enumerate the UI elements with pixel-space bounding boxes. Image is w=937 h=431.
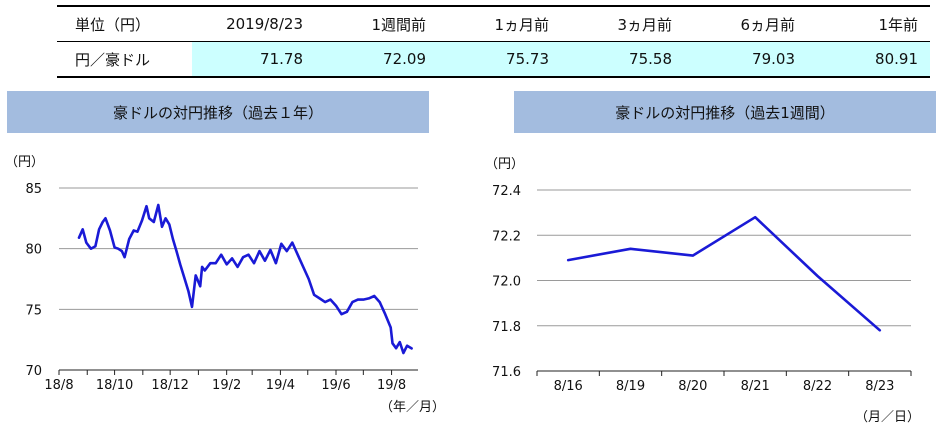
x-tick-label: 8/23 <box>865 379 894 394</box>
x-tick-label: 8/19 <box>616 379 645 394</box>
x-tick-label: 8/20 <box>678 379 707 394</box>
x-tick-label: 8/22 <box>803 379 832 394</box>
table-header-row: 単位（円） 2019/8/23 1週間前 1ヵ月前 3ヵ月前 6ヵ月前 1年前 <box>57 6 930 42</box>
x-tick-label: 8/21 <box>741 379 770 394</box>
y-tick-label: 72.4 <box>492 184 521 199</box>
column-header: 1年前 <box>878 15 918 34</box>
column-header: 2019/8/23 <box>226 15 303 33</box>
series-line <box>566 215 882 332</box>
chart-title-one-week: 豪ドルの対円推移（過去1週間） <box>514 91 936 133</box>
x-tick-label: 19/4 <box>266 378 295 393</box>
rate-value: 75.73 <box>438 41 561 77</box>
rate-value: 80.91 <box>807 41 930 77</box>
x-tick-label: 18/12 <box>151 378 188 393</box>
table-row: 円／豪ドル 71.78 72.09 75.73 75.58 79.03 80.9… <box>57 41 930 77</box>
y-axis-label: （円） <box>5 155 44 170</box>
x-tick-label: 19/6 <box>321 378 350 393</box>
column-header: 1週間前 <box>371 15 426 34</box>
series-line <box>77 203 413 355</box>
unit-header: 単位（円） <box>75 15 151 34</box>
rate-value: 79.03 <box>684 41 807 77</box>
currency-pair-label: 円／豪ドル <box>75 50 151 69</box>
y-tick-label: 71.8 <box>492 320 521 335</box>
x-tick-label: 18/10 <box>96 378 133 393</box>
y-tick-label: 80 <box>25 243 42 258</box>
y-axis-label: （円） <box>485 157 524 172</box>
rate-summary-table: 単位（円） 2019/8/23 1週間前 1ヵ月前 3ヵ月前 6ヵ月前 1年前 … <box>57 5 930 78</box>
x-tick-label: 19/8 <box>377 378 406 393</box>
x-tick-label: 18/8 <box>44 378 73 393</box>
y-tick-label: 85 <box>25 182 42 197</box>
x-axis-label: （年／月） <box>380 400 445 415</box>
column-header: 1ヵ月前 <box>494 15 549 34</box>
chart-title-one-year: 豪ドルの対円推移（過去１年） <box>7 91 429 133</box>
rate-value: 71.78 <box>192 41 315 77</box>
x-tick-label: 8/16 <box>554 379 583 394</box>
y-tick-label: 71.6 <box>492 365 521 380</box>
y-tick-label: 70 <box>25 364 42 379</box>
column-header: 3ヵ月前 <box>617 15 672 34</box>
y-tick-label: 72.0 <box>492 275 521 290</box>
x-tick-label: 19/2 <box>212 378 241 393</box>
x-axis-label: （月／日） <box>855 410 920 425</box>
column-header: 6ヵ月前 <box>740 15 795 34</box>
rate-value: 75.58 <box>561 41 684 77</box>
y-tick-label: 72.2 <box>492 229 521 244</box>
rate-value: 72.09 <box>315 41 438 77</box>
y-tick-label: 75 <box>25 303 42 318</box>
